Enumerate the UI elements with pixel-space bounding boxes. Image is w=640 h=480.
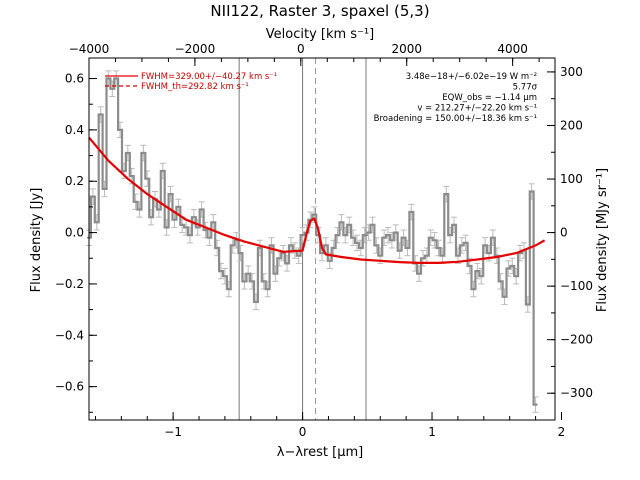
y-tick-label: −0.2 [55, 277, 84, 291]
x-tick-label: 0 [299, 425, 307, 439]
y-tick-label: 0.6 [65, 72, 84, 86]
top-tick-label: 2000 [391, 42, 422, 56]
right-tick-label: 300 [560, 65, 583, 79]
top-tick-label: 4000 [497, 42, 528, 56]
fit-line [89, 138, 545, 263]
fit-annotation: 5.77σ [513, 83, 538, 93]
top-axis-label: Velocity [km s⁻¹] [266, 27, 374, 42]
y-tick-label: 0.4 [65, 123, 84, 137]
right-tick-label: 0 [560, 226, 568, 240]
chart-title: NII122, Raster 3, spaxel (5,3) [210, 2, 429, 20]
top-tick-label: −2000 [175, 42, 216, 56]
right-tick-label: −100 [560, 279, 593, 293]
fit-annotation: Broadening = 150.00+/−18.36 km s⁻¹ [374, 114, 537, 124]
chart-figure: NII122, Raster 3, spaxel (5,3) Velocity … [0, 0, 640, 480]
y-tick-label: −0.6 [55, 380, 84, 394]
top-tick-label: 0 [297, 42, 305, 56]
legend: FWHM=329.00+/−40.27 km s⁻¹FWHM_th=292.82… [105, 72, 277, 92]
right-tick-label: −200 [560, 333, 593, 347]
legend-entry: FWHM=329.00+/−40.27 km s⁻¹ [141, 72, 277, 82]
fit-annotation: v = 212.27+/−22.20 km s⁻¹ [417, 104, 537, 114]
x-axis-label: λ−λrest [μm] [277, 445, 363, 460]
right-tick-label: 100 [560, 172, 583, 186]
x-tick-label: 2 [558, 425, 566, 439]
right-tick-label: −300 [560, 386, 593, 400]
y-tick-label: 0.2 [65, 174, 84, 188]
right-axis-label: Flux density [MJy sr⁻¹] [595, 168, 610, 312]
fit-annotation: 3.48e−18+/−6.02e−19 W m⁻² [406, 72, 537, 82]
x-tick-label: −1 [164, 425, 182, 439]
right-tick-label: 200 [560, 118, 583, 132]
spectrum-line [87, 79, 537, 405]
legend-entry: FWHM_th=292.82 km s⁻¹ [141, 82, 249, 92]
top-tick-label: −4000 [69, 42, 110, 56]
y-axis-label: Flux density [Jy] [29, 188, 44, 293]
y-tick-label: 0.0 [65, 226, 84, 240]
y-tick-label: −0.4 [55, 328, 84, 342]
x-tick-label: 1 [428, 425, 436, 439]
fit-annotation: EQW_obs = −1.14 μm [442, 93, 537, 103]
